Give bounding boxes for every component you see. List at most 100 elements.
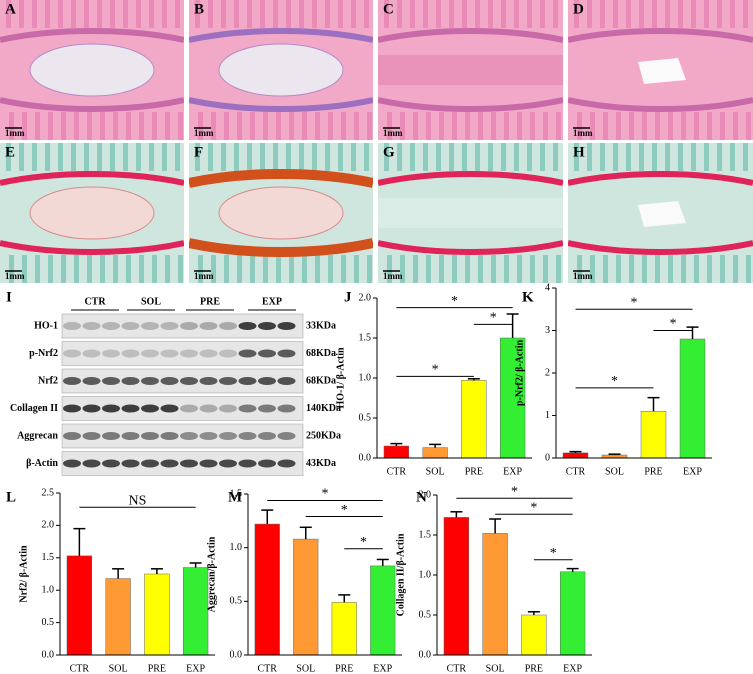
panel-label: D (573, 1, 584, 17)
blot-band (141, 459, 159, 468)
trabecula (655, 255, 660, 283)
bar (331, 602, 357, 656)
panel-label: L (6, 489, 16, 505)
blot-band (238, 322, 257, 330)
blot-band (238, 349, 257, 358)
size-label: 33KDa (306, 320, 336, 331)
y-axis-label: HO-1/ β-Actin (335, 347, 346, 409)
trabecula (22, 112, 27, 140)
bar (422, 447, 448, 459)
y-axis-label: Collagen II/β-Actin (395, 533, 406, 616)
trabecula (61, 112, 66, 140)
trabecula (527, 0, 532, 28)
trabecula (733, 112, 738, 140)
trabecula (530, 112, 535, 140)
panel-label: F (194, 144, 203, 160)
trabecula (410, 143, 415, 171)
protein-label: β-Actin (26, 458, 58, 469)
blot-band (258, 349, 276, 358)
trabecula (152, 255, 157, 283)
blot-band (219, 432, 237, 440)
group-label: CTR (84, 296, 106, 307)
x-tick-label: SOL (486, 663, 505, 674)
panel-label: C (383, 1, 394, 17)
histology-image: E 1mm (0, 143, 184, 283)
cleft (638, 201, 686, 227)
blot-band (82, 432, 101, 440)
trabecula (19, 0, 24, 28)
trabecula (237, 112, 242, 140)
disc (378, 198, 563, 228)
trabecula (260, 143, 265, 171)
bar (383, 445, 410, 459)
y-tick-label: 0 (545, 452, 550, 463)
blot-band (219, 349, 237, 358)
bar (254, 523, 280, 656)
blot-band (238, 459, 257, 468)
significance-label: * (631, 295, 638, 310)
trabecula (423, 143, 428, 171)
trabecula (704, 0, 709, 28)
trabecula (720, 112, 725, 140)
trabecula (364, 143, 369, 171)
image-content (378, 143, 563, 283)
trabecula (260, 0, 265, 28)
panel-label: N (416, 489, 427, 505)
scale-label: 1mm (194, 128, 214, 138)
blot-band (219, 404, 237, 413)
trabecula (32, 143, 37, 171)
blot-band (258, 432, 276, 440)
trabecula (665, 0, 670, 28)
trabecula (543, 255, 548, 283)
blot-band (258, 322, 276, 330)
y-tick-label: 1 (545, 410, 550, 421)
x-tick-label: SOL (605, 466, 624, 477)
trabecula (35, 112, 40, 140)
trabecula (587, 0, 592, 28)
y-axis-label: Nrf2/ β-Actin (18, 545, 29, 603)
x-tick-label: CTR (70, 663, 90, 674)
endplate (378, 171, 563, 186)
x-tick-label: SOL (426, 466, 445, 477)
trabecula (149, 143, 154, 171)
protein-label: p-Nrf2 (29, 348, 58, 359)
blot-band (238, 404, 257, 413)
trabecula (691, 0, 696, 28)
trabecula (616, 112, 621, 140)
trabecula (9, 112, 14, 140)
trabecula (449, 143, 454, 171)
blot-band (277, 459, 296, 468)
trabecula (717, 0, 722, 28)
trabecula (475, 143, 480, 171)
blot-band (199, 377, 218, 385)
y-tick-label: 0.0 (42, 649, 55, 660)
trabecula (629, 112, 634, 140)
trabecula (211, 112, 216, 140)
trabecula (439, 255, 444, 283)
trabecula (312, 0, 317, 28)
trabecula (387, 255, 392, 283)
disc (378, 55, 563, 85)
blot-band (180, 322, 198, 330)
trabecula (397, 143, 402, 171)
endplate (0, 171, 184, 186)
trabecula (465, 112, 470, 140)
trabecula (426, 255, 431, 283)
trabecula (351, 0, 356, 28)
x-tick-label: SOL (296, 663, 315, 674)
y-tick-label: 0.0 (230, 649, 243, 660)
x-tick-label: CTR (258, 663, 278, 674)
blot-band (102, 459, 120, 468)
significance-label: * (432, 363, 439, 378)
histology-image: C 1mm (378, 0, 563, 140)
panel-label: A (5, 1, 16, 17)
blot-band (63, 404, 81, 413)
endplate (189, 238, 373, 257)
trabecula (587, 143, 592, 171)
trabecula (100, 112, 105, 140)
trabecula (452, 255, 457, 283)
trabecula (123, 143, 128, 171)
trabecula (730, 0, 735, 28)
significance-label: * (341, 503, 348, 518)
trabecula (211, 255, 216, 283)
